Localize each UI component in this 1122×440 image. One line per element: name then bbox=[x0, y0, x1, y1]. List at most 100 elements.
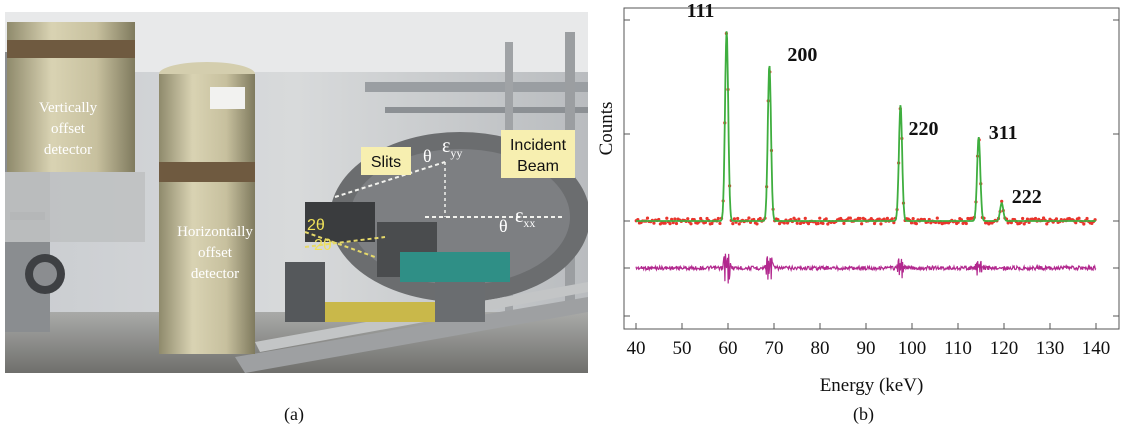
observed-point bbox=[806, 222, 811, 226]
observed-point bbox=[797, 217, 801, 221]
x-axis-ticks: 40 50 60 70 80 90 100 110 120 130 140 bbox=[627, 323, 1111, 359]
peak-label: 111 bbox=[687, 0, 715, 22]
vertical-detector-label-line1: Vertically bbox=[39, 100, 98, 116]
observed-point bbox=[821, 221, 825, 226]
peak-label: 311 bbox=[989, 122, 1018, 144]
observed-point bbox=[1021, 216, 1025, 221]
observed-point bbox=[732, 217, 737, 221]
observed-point bbox=[747, 216, 751, 220]
panel-b-caption: (b) bbox=[853, 404, 874, 424]
observed-point bbox=[665, 216, 669, 220]
observed-point bbox=[718, 221, 722, 226]
observed-point bbox=[842, 221, 846, 225]
diffraction-chart: 40 50 60 70 80 90 100 110 120 130 140 111 200 220 311… bbox=[592, 0, 1122, 435]
calculated-line bbox=[636, 31, 1096, 222]
x-axis-label: Energy (keV) bbox=[820, 375, 924, 396]
x-tick-label: 90 bbox=[857, 338, 876, 359]
observed-point bbox=[736, 216, 740, 221]
observed-point bbox=[877, 217, 881, 221]
observed-point bbox=[964, 221, 968, 226]
horizontal-detector-label-line1: Horizontally bbox=[177, 224, 253, 240]
observed-point bbox=[673, 217, 677, 221]
incident-beam-label-line1: Incident bbox=[510, 137, 567, 154]
x-tick-label: 120 bbox=[990, 338, 1019, 359]
observed-point bbox=[1054, 217, 1059, 221]
observed-point bbox=[885, 216, 889, 220]
theta-label-lower: θ bbox=[499, 216, 508, 236]
diffraction-chart-svg: 40 50 60 70 80 90 100 110 120 130 140 111 200 220 311… bbox=[596, 0, 1120, 396]
panel-a-caption: (a) bbox=[284, 404, 304, 424]
observed-point bbox=[879, 222, 883, 226]
eps-xx-label: εxx bbox=[515, 205, 535, 230]
observed-point bbox=[935, 216, 939, 220]
x-tick-label: 110 bbox=[944, 338, 972, 359]
two-theta-label-2: 2θ bbox=[314, 237, 332, 254]
observed-point bbox=[890, 217, 894, 221]
observed-point bbox=[872, 221, 877, 226]
observed-point bbox=[1022, 222, 1026, 226]
theta-label-upper: θ bbox=[423, 146, 432, 166]
observed-point bbox=[716, 216, 720, 221]
observed-point bbox=[826, 222, 830, 226]
observed-point bbox=[663, 221, 667, 225]
peak-label: 222 bbox=[1012, 186, 1042, 208]
observed-point bbox=[848, 216, 852, 220]
observed-point bbox=[668, 222, 672, 226]
x-tick-label: 80 bbox=[811, 338, 830, 359]
observed-point bbox=[645, 216, 650, 220]
horizontal-detector-label-line2: offset bbox=[198, 245, 233, 261]
observed-point bbox=[914, 222, 918, 226]
peak-label: 200 bbox=[787, 44, 817, 66]
observed-point bbox=[1085, 216, 1089, 221]
observed-point bbox=[1045, 222, 1049, 226]
observed-point bbox=[755, 222, 759, 226]
observed-point bbox=[674, 221, 679, 226]
observed-point bbox=[1025, 217, 1030, 221]
setup-photo-illustration: Vertically offset detector Horizontally … bbox=[5, 12, 588, 373]
observed-point bbox=[782, 221, 786, 225]
observed-point bbox=[1041, 216, 1046, 220]
observed-point bbox=[710, 221, 714, 226]
observed-point bbox=[1033, 216, 1038, 221]
observed-point bbox=[803, 216, 807, 221]
x-tick-label: 140 bbox=[1082, 338, 1111, 359]
observed-point bbox=[1000, 199, 1004, 203]
slits-label: Slits bbox=[371, 154, 401, 171]
observed-point bbox=[909, 221, 914, 225]
two-theta-label-1: 2θ bbox=[307, 217, 325, 234]
observed-point bbox=[652, 221, 656, 225]
x-tick-label: 60 bbox=[719, 338, 738, 359]
observed-point bbox=[689, 222, 693, 226]
series-layer bbox=[634, 31, 1097, 284]
plot-frame bbox=[623, 7, 1120, 330]
y-axis-ticks bbox=[624, 19, 1119, 317]
x-tick-label: 70 bbox=[765, 338, 784, 359]
x-tick-label: 50 bbox=[673, 338, 692, 359]
observed-point bbox=[785, 221, 790, 225]
observed-point bbox=[686, 217, 690, 221]
setup-photo: Vertically offset detector Horizontally … bbox=[5, 12, 588, 373]
observed-point bbox=[758, 216, 762, 221]
vertical-detector-label-line3: detector bbox=[44, 142, 92, 158]
observed-point bbox=[731, 222, 735, 226]
observed-point bbox=[1082, 222, 1086, 226]
peak-label: 220 bbox=[909, 118, 939, 140]
observed-point bbox=[860, 222, 864, 226]
eps-yy-label: εyy bbox=[442, 135, 462, 160]
observed-point bbox=[1077, 216, 1081, 220]
horizontal-detector-label-line3: detector bbox=[191, 266, 239, 282]
observed-point bbox=[737, 222, 741, 226]
y-axis-label: Counts bbox=[596, 102, 617, 156]
peak-labels: 111 200 220 311 222 bbox=[687, 0, 1042, 208]
difference-line bbox=[635, 253, 1097, 284]
observed-point bbox=[816, 221, 820, 226]
vertical-detector-label-line2: offset bbox=[51, 121, 86, 137]
incident-beam-label-line2: Beam bbox=[517, 158, 559, 175]
observed-point bbox=[795, 221, 799, 225]
observed-point bbox=[858, 216, 862, 221]
x-tick-label: 40 bbox=[627, 338, 646, 359]
observed-point bbox=[699, 216, 703, 221]
observed-point bbox=[824, 217, 828, 221]
observed-point bbox=[1074, 221, 1078, 225]
x-tick-label: 130 bbox=[1036, 338, 1065, 359]
